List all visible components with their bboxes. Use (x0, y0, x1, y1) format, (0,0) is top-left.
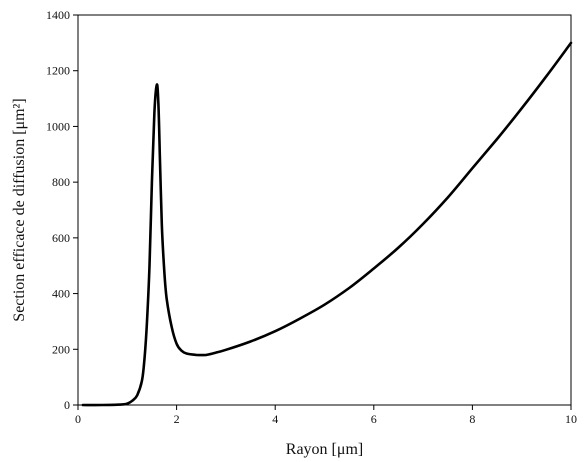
x-tick-label: 0 (75, 412, 81, 426)
series-line (81, 41, 573, 407)
y-tick-label: 400 (52, 287, 70, 301)
x-tick-label: 6 (371, 412, 377, 426)
y-tick-label: 1400 (46, 8, 70, 22)
y-tick-label: 1200 (46, 64, 70, 78)
x-tick-label: 2 (174, 412, 180, 426)
x-tick-label: 8 (469, 412, 475, 426)
plot-frame (77, 14, 572, 406)
x-tick-label: 10 (565, 412, 577, 426)
chart-tick-labels: 0 2 4 6 8 10 0 200 400 600 800 1000 1200 1400 (46, 8, 577, 426)
chart-axes (77, 14, 572, 406)
y-axis-title: Section efficace de diffusion [μm²] (11, 98, 28, 321)
y-tick-label: 200 (52, 342, 70, 356)
y-tick-label: 0 (64, 398, 70, 412)
y-tick-label: 600 (52, 231, 70, 245)
y-tick-label: 800 (52, 175, 70, 189)
x-tick-label: 4 (272, 412, 278, 426)
x-axis-title: Rayon [μm] (286, 441, 363, 458)
chart-series (81, 41, 573, 407)
y-tick-label: 1000 (46, 119, 70, 133)
chart-ticks (73, 14, 572, 410)
